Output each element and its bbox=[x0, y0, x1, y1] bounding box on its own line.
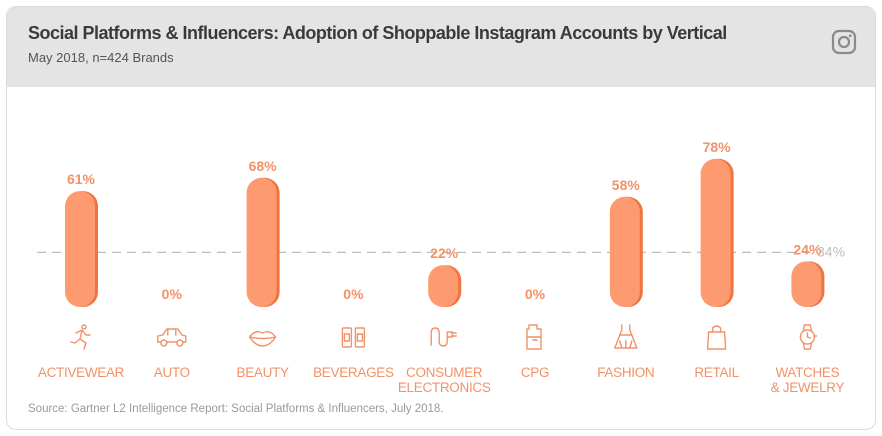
bar bbox=[609, 196, 640, 307]
bar bbox=[246, 177, 277, 307]
cans-icon bbox=[341, 327, 366, 348]
data-label: 58% bbox=[612, 177, 641, 193]
bar bbox=[428, 265, 459, 307]
bar-chart: 34% 61% ACTIVEWEAR 0% AUTO 68% BEAUTY 0% BEVERAG… bbox=[37, 139, 845, 395]
dress-icon bbox=[614, 324, 638, 349]
category-label: ELECTRONICS bbox=[398, 380, 491, 395]
category-label: CPG bbox=[521, 365, 549, 380]
data-label: 24% bbox=[793, 241, 822, 257]
bar bbox=[791, 261, 822, 307]
source-note: Source: Gartner L2 Intelligence Report: … bbox=[28, 403, 444, 415]
data-label: 78% bbox=[703, 139, 732, 155]
category-label: FASHION bbox=[597, 365, 654, 380]
data-label: 61% bbox=[67, 171, 96, 187]
bar bbox=[700, 158, 731, 307]
instagram-icon bbox=[831, 29, 857, 55]
plug-icon bbox=[430, 327, 457, 347]
category-label: CONSUMER bbox=[406, 365, 483, 380]
shopping-bag-icon bbox=[706, 325, 727, 350]
data-label: 22% bbox=[430, 245, 459, 261]
data-label: 0% bbox=[343, 286, 364, 302]
runner-icon bbox=[70, 324, 91, 350]
chart-title: Social Platforms & Influencers: Adoption… bbox=[28, 23, 727, 43]
category-label: & JEWELRY bbox=[771, 380, 845, 395]
data-label: 0% bbox=[525, 286, 546, 302]
category-label: BEVERAGES bbox=[313, 365, 394, 380]
category-label: WATCHES bbox=[775, 365, 839, 380]
category-label: ACTIVEWEAR bbox=[38, 365, 125, 380]
car-icon bbox=[157, 328, 187, 347]
data-label: 0% bbox=[162, 286, 183, 302]
chart-card: Social Platforms & Influencers: Adoption… bbox=[6, 6, 876, 430]
chart-subtitle: May 2018, n=424 Brands bbox=[28, 50, 174, 65]
bar bbox=[65, 191, 95, 307]
category-label: AUTO bbox=[154, 365, 190, 380]
detergent-bottle-icon bbox=[526, 324, 542, 350]
category-label: BEAUTY bbox=[236, 365, 289, 380]
chart-header: Social Platforms & Influencers: Adoption… bbox=[7, 7, 875, 87]
watch-icon bbox=[799, 324, 818, 350]
data-label: 68% bbox=[249, 158, 278, 174]
reference-line-label: 34% bbox=[817, 243, 845, 259]
category-label: RETAIL bbox=[694, 365, 739, 380]
lips-icon bbox=[248, 330, 277, 347]
